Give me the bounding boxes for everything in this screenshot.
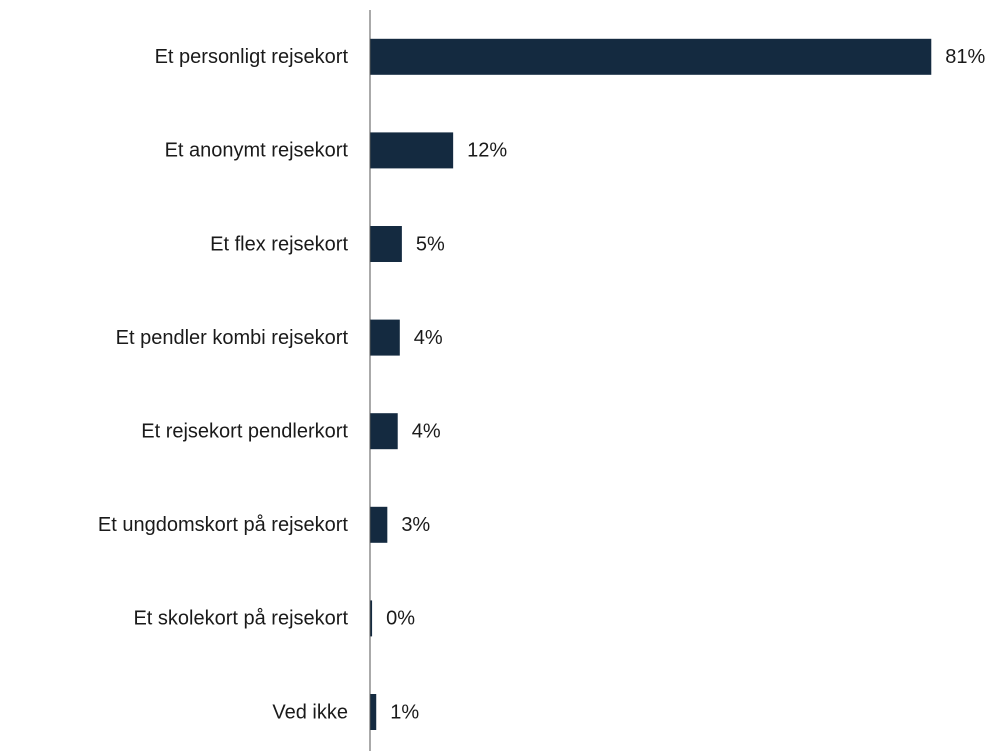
value-label: 1%: [390, 701, 419, 723]
value-label: 81%: [945, 46, 985, 68]
bar: [370, 506, 388, 543]
bar: [370, 38, 932, 75]
category-label: Et anonymt rejsekort: [165, 140, 349, 162]
value-label: 5%: [416, 233, 445, 255]
bar: [370, 600, 373, 637]
category-label: Et pendler kombi rejsekort: [116, 327, 349, 349]
value-label: 4%: [412, 420, 441, 442]
category-label: Et skolekort på rejsekort: [133, 608, 348, 630]
bar: [370, 413, 398, 450]
category-label: Et flex rejsekort: [210, 233, 348, 255]
value-label: 12%: [467, 140, 507, 162]
bar: [370, 694, 377, 730]
value-label: 4%: [414, 327, 443, 349]
category-label: Ved ikke: [272, 701, 348, 723]
bar: [370, 132, 454, 169]
category-label: Et personligt rejsekort: [155, 46, 349, 68]
value-label: 3%: [401, 514, 430, 536]
bar: [370, 319, 400, 356]
value-label: 0%: [386, 608, 415, 630]
bar: [370, 226, 402, 262]
category-label: Et rejsekort pendlerkort: [141, 420, 348, 442]
category-label: Et ungdomskort på rejsekort: [98, 514, 349, 536]
